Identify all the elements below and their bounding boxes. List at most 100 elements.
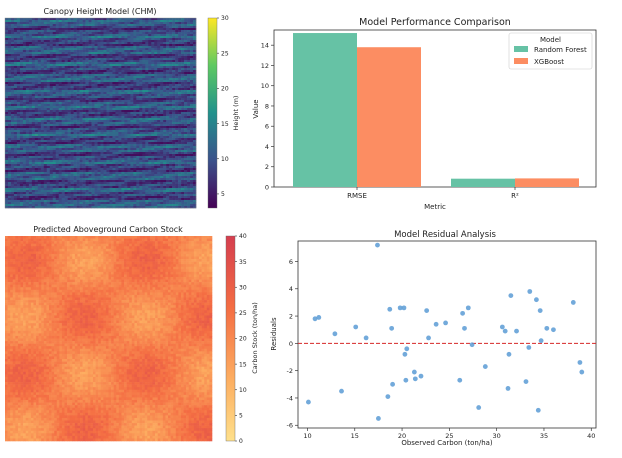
chm-cell (127, 44, 131, 47)
chm-cell (130, 20, 134, 23)
chm-cell (91, 102, 95, 105)
chm-cell (76, 56, 80, 59)
chm-cell (112, 134, 116, 137)
chm-cell (151, 154, 155, 157)
chm-cell (91, 64, 95, 67)
chm-cell (22, 112, 27, 115)
chm-cell (139, 146, 143, 149)
chm-cell (43, 156, 48, 159)
chm-cell (166, 28, 170, 31)
chm-cell (166, 42, 170, 45)
chm-cell (19, 106, 24, 109)
chm-cell (190, 102, 194, 105)
chm-cell (28, 96, 33, 99)
chm-cell (103, 172, 107, 175)
chm-cell (178, 104, 182, 107)
chm-cell (127, 170, 131, 173)
chm-cell (178, 132, 182, 135)
chm-cell (73, 122, 77, 125)
chm-cell (127, 92, 131, 95)
chm-cell (145, 104, 149, 107)
chm-cell (103, 124, 107, 127)
chm-cell (82, 118, 86, 121)
chm-cell (115, 130, 119, 133)
chm-cell (10, 148, 15, 151)
chm-cell (166, 146, 170, 149)
chm-cell (103, 46, 107, 49)
chm-cell (88, 142, 92, 145)
chm-cell (79, 24, 83, 27)
chm-cell (43, 114, 48, 117)
chm-cell (5, 60, 9, 63)
chm-cell (40, 114, 45, 117)
chm-cell (163, 128, 167, 131)
chm-cell (64, 78, 68, 81)
chm-cell (34, 112, 39, 115)
chm-cell (193, 22, 197, 25)
chm-cell (49, 114, 54, 117)
chm-cell (145, 92, 149, 95)
chm-cell (5, 72, 9, 75)
chm-cell (10, 40, 15, 43)
chm-cell (103, 134, 107, 137)
chm-cell (148, 98, 152, 101)
chm-cell (142, 86, 146, 89)
chm-cell (43, 24, 48, 27)
chm-cell (70, 84, 74, 87)
chm-cell (109, 34, 113, 37)
chm-cell (94, 162, 98, 165)
chm-cell (70, 144, 74, 147)
chm-cell (100, 156, 104, 159)
chm-cell (85, 86, 89, 89)
chm-cell (13, 32, 18, 35)
chm-cell (37, 44, 42, 47)
chm-cell (160, 80, 164, 83)
chm-cell (61, 172, 65, 175)
chm-cell (31, 50, 36, 53)
chm-cell (25, 128, 30, 131)
chm-cell (109, 90, 113, 93)
chm-cell (97, 132, 101, 135)
chm-cell (184, 72, 188, 75)
chm-cell (52, 54, 57, 57)
chm-cell (61, 142, 65, 145)
chm-cell (157, 52, 161, 55)
chm-cell (22, 26, 27, 29)
chm-cell (61, 56, 65, 59)
chm-cell (160, 18, 164, 21)
chm-cell (61, 34, 65, 37)
chm-cell (5, 94, 9, 97)
chm-cell (124, 30, 128, 33)
chm-cell (187, 36, 191, 39)
chm-cell (13, 70, 18, 73)
chm-cell (94, 158, 98, 161)
chm-cell (157, 136, 161, 139)
chm-cell (139, 30, 143, 33)
chm-cell (61, 38, 65, 41)
chm-cell (79, 18, 83, 21)
chm-cell (28, 86, 33, 89)
chm-cell (115, 38, 119, 41)
chm-cell (85, 82, 89, 85)
chm-cell (43, 118, 48, 121)
chm-cell (124, 42, 128, 45)
chm-cell (31, 126, 36, 129)
chm-cell (43, 128, 48, 131)
chm-cell (43, 66, 48, 69)
chm-cell (157, 40, 161, 43)
chm-cell (172, 64, 176, 67)
chm-cell (103, 18, 107, 21)
chm-cell (169, 152, 173, 155)
chm-cell (139, 66, 143, 69)
chm-cell (154, 40, 158, 43)
chm-cell (145, 114, 149, 117)
chm-cell (100, 130, 104, 133)
chm-cell (106, 162, 110, 165)
chm-cell (25, 36, 30, 39)
chm-cell (61, 40, 65, 43)
chm-cell (178, 134, 182, 137)
chm-cell (97, 160, 101, 163)
chm-cell (94, 128, 98, 131)
chm-cell (154, 138, 158, 141)
